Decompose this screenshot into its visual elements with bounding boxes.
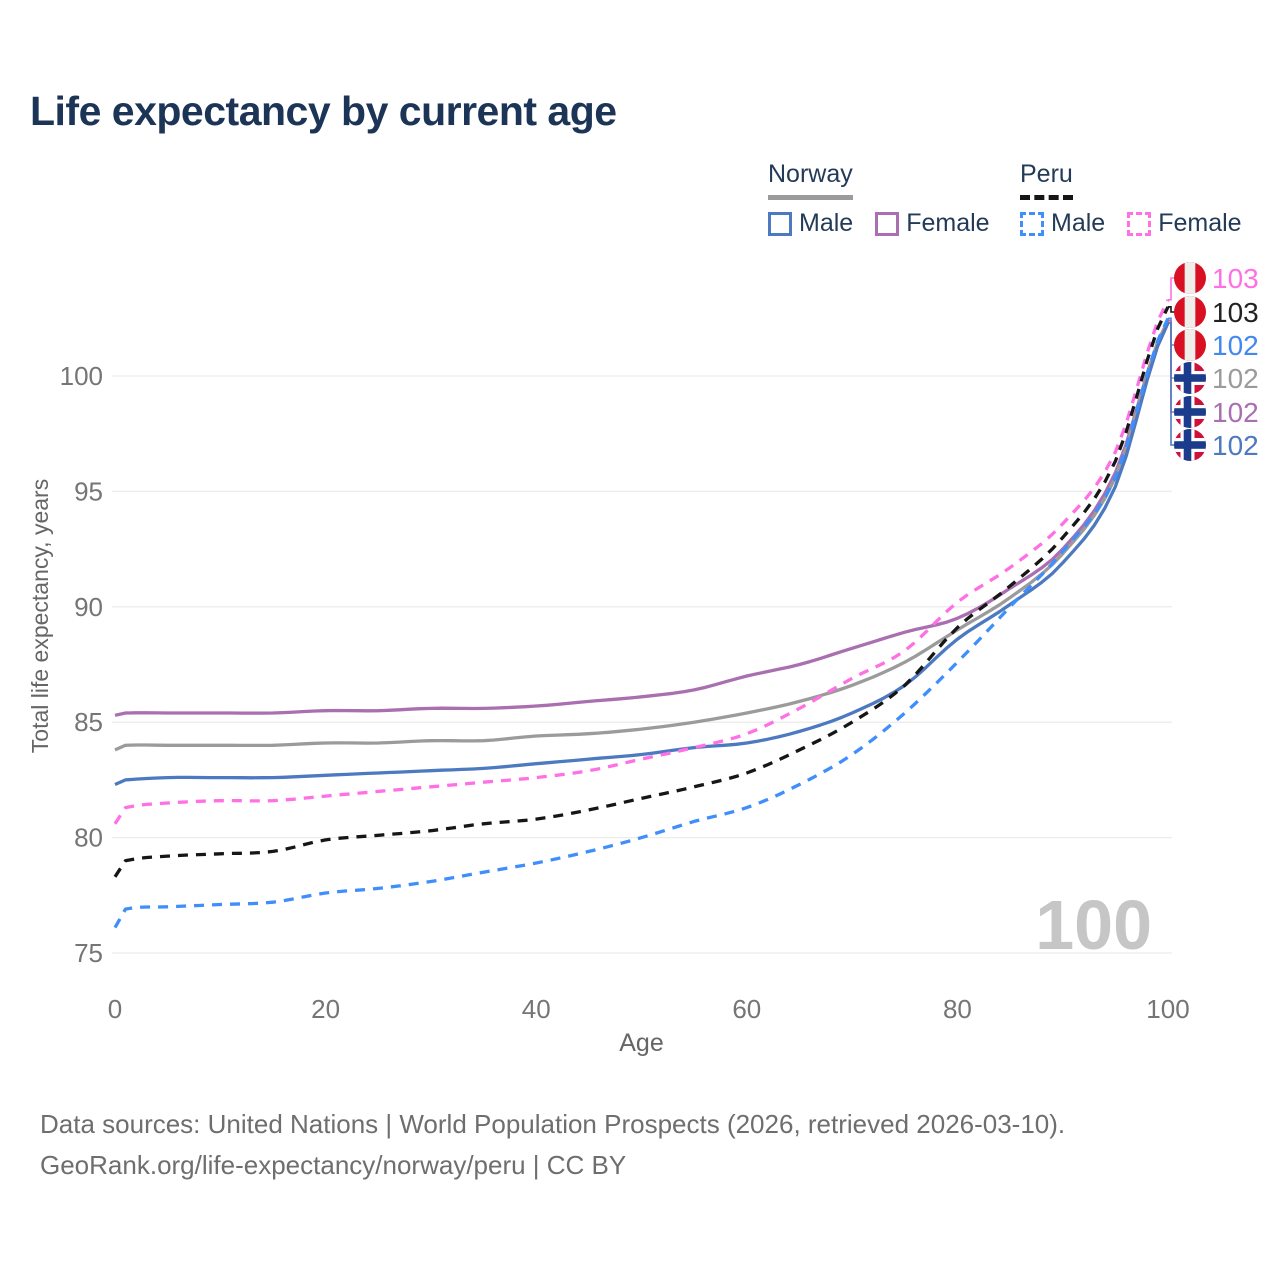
legend-label-peru-male: Male bbox=[1051, 209, 1106, 237]
norway-flag-icon bbox=[1174, 362, 1206, 394]
end-label-value-norway-female: 102 bbox=[1212, 397, 1259, 428]
y-tick-100: 100 bbox=[60, 361, 103, 391]
end-label-value-norway-male: 102 bbox=[1212, 430, 1259, 461]
life-expectancy-chart: 75 80 85 90 95 100 100 0 20 40 60 80 100 Age Total lif… bbox=[27, 262, 1259, 1057]
age-watermark: 100 bbox=[1035, 886, 1152, 964]
norway-female-swatch-icon bbox=[875, 211, 900, 236]
peru-flag-icon bbox=[1174, 329, 1206, 361]
legend-item-peru-female[interactable]: Female bbox=[1127, 209, 1242, 238]
page-title: Life expectancy by current age bbox=[30, 88, 617, 134]
end-label-value-norway-total: 102 bbox=[1212, 363, 1259, 394]
end-label-connector-norway-female bbox=[1168, 319, 1176, 413]
y-axis-title: Total life expectancy, years bbox=[27, 479, 53, 753]
x-tick-60: 60 bbox=[732, 994, 761, 1024]
series-line-peru-total bbox=[113, 306, 1170, 878]
peru-male-swatch-icon bbox=[1020, 211, 1044, 236]
x-tick-80: 80 bbox=[943, 994, 972, 1024]
chart-area: 75 80 85 90 95 100 100 0 20 40 60 80 100 Age Total lif… bbox=[27, 262, 1259, 1057]
y-tick-75: 75 bbox=[74, 938, 103, 968]
norway-flag-icon bbox=[1174, 429, 1206, 461]
series-line-norway-total bbox=[114, 319, 1170, 752]
legend-country-peru: Peru bbox=[1020, 160, 1073, 200]
series-line-norway-female bbox=[114, 319, 1170, 717]
end-label-connector-peru-total bbox=[1168, 306, 1176, 313]
end-label-connector-norway-male bbox=[1168, 322, 1176, 446]
legend-country-norway: Norway bbox=[768, 160, 853, 200]
footer-attribution: GeoRank.org/life-expectancy/norway/peru … bbox=[40, 1150, 627, 1180]
legend-item-norway-female[interactable]: Female bbox=[875, 209, 990, 238]
series-line-norway-male bbox=[114, 322, 1170, 787]
end-label-connector-peru-female bbox=[1168, 277, 1176, 301]
peru-flag-icon bbox=[1174, 262, 1206, 294]
norway-male-swatch-icon bbox=[768, 211, 792, 236]
x-tick-0: 0 bbox=[108, 994, 122, 1024]
series-line-peru-female bbox=[113, 299, 1170, 825]
legend: Norway Male Female Peru Male Female bbox=[0, 160, 1280, 250]
y-tick-85: 85 bbox=[74, 707, 103, 737]
legend-label-norway-female: Female bbox=[906, 209, 990, 237]
x-axis-title: Age bbox=[619, 1029, 663, 1057]
peru-flag-icon bbox=[1174, 296, 1206, 328]
y-tick-90: 90 bbox=[74, 592, 103, 622]
x-tick-100: 100 bbox=[1146, 994, 1189, 1024]
peru-female-swatch-icon bbox=[1127, 211, 1152, 236]
footer-datasource: Data sources: United Nations | World Pop… bbox=[40, 1109, 1066, 1139]
norway-flag-icon bbox=[1174, 396, 1206, 428]
end-label-value-peru-male: 102 bbox=[1212, 330, 1259, 361]
legend-label-peru-female: Female bbox=[1158, 209, 1242, 237]
legend-group-norway: Norway Male Female bbox=[768, 160, 990, 238]
x-tick-40: 40 bbox=[522, 994, 551, 1024]
footer: Data sources: United Nations | World Pop… bbox=[40, 1104, 1240, 1186]
end-label-value-peru-total: 103 bbox=[1212, 297, 1259, 328]
y-tick-95: 95 bbox=[74, 476, 103, 506]
legend-item-peru-male[interactable]: Male bbox=[1020, 209, 1105, 238]
legend-label-norway-male: Male bbox=[799, 209, 854, 237]
y-tick-80: 80 bbox=[74, 823, 103, 853]
legend-item-norway-male[interactable]: Male bbox=[768, 209, 853, 238]
end-label-value-peru-female: 103 bbox=[1212, 263, 1259, 294]
legend-items-peru: Male Female bbox=[1020, 209, 1242, 238]
legend-items-norway: Male Female bbox=[768, 209, 990, 238]
series-line-peru-male bbox=[113, 317, 1170, 929]
legend-group-peru: Peru Male Female bbox=[1020, 160, 1242, 238]
x-tick-20: 20 bbox=[311, 994, 340, 1024]
